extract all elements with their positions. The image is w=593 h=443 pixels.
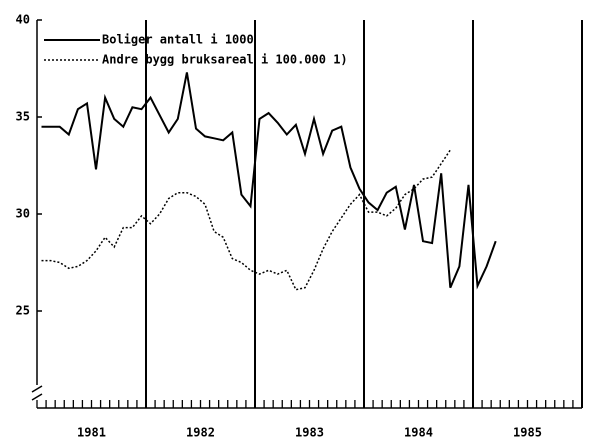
legend-label: Boliger antall i 1000	[102, 33, 254, 47]
legend-label: Andre bygg bruksareal i 100.000 1)	[102, 53, 348, 67]
series-line	[41, 149, 451, 291]
axis-break	[31, 393, 43, 401]
series-line	[41, 72, 497, 290]
y-tick-label: 25	[16, 304, 30, 318]
x-tick-label: 1985	[513, 426, 542, 440]
x-tick-label: 1983	[295, 426, 324, 440]
y-tick-label: 30	[16, 207, 30, 221]
y-tick-label: 35	[16, 110, 30, 124]
x-tick-label: 1984	[404, 426, 433, 440]
y-tick-label: 40	[16, 13, 30, 27]
x-tick-label: 1981	[77, 426, 106, 440]
axis-break	[31, 385, 43, 393]
x-tick-label: 1982	[186, 426, 215, 440]
